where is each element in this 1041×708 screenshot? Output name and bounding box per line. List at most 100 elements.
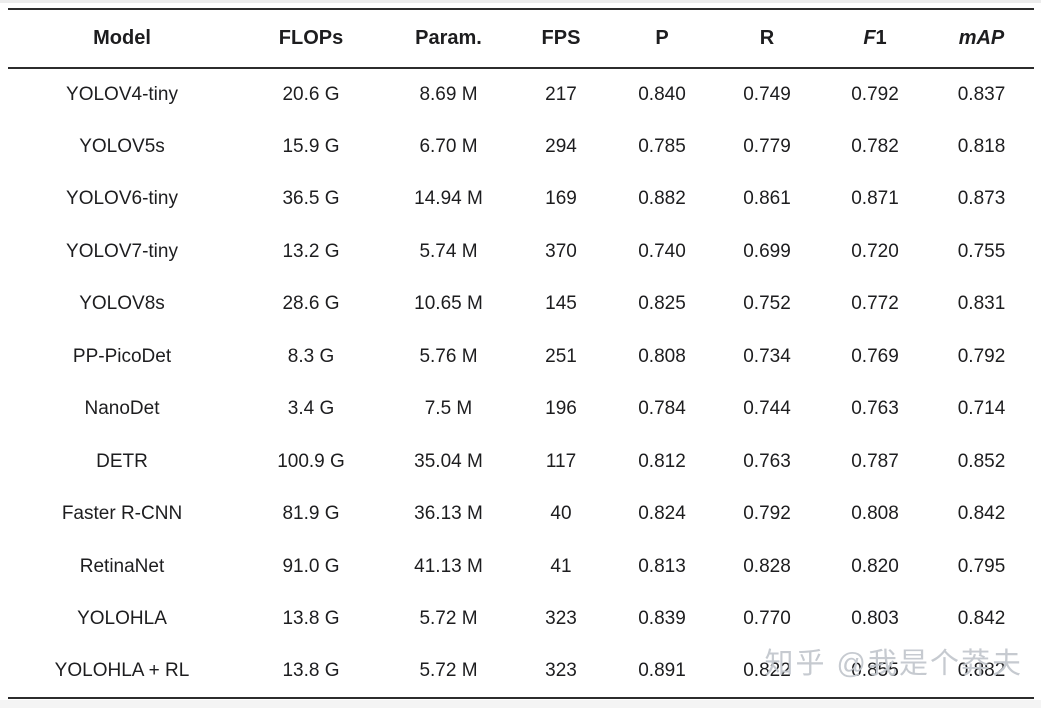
cell-map: 0.837 [957,83,1006,105]
cell-precision: 0.740 [638,240,686,262]
cell-param: 5.74 M [419,240,478,262]
cell-f1: 0.720 [851,240,899,262]
table-row: YOLOV6-tiny 36.5 G 14.94 M 169 0.882 0.8… [8,173,1034,226]
column-header-flops: FLOPs [278,27,344,49]
cell-param: 5.72 M [419,660,478,682]
cell-f1: 0.820 [851,555,899,577]
cell-flops: 20.6 G [282,83,340,105]
cell-model: YOLOHLA + RL [54,660,190,682]
cell-model: YOLOV5s [79,135,165,157]
cell-flops: 91.0 G [282,555,340,577]
cell-fps: 145 [545,293,577,315]
table-row: RetinaNet 91.0 G 41.13 M 41 0.813 0.828 … [8,541,1034,594]
cell-map: 0.842 [957,608,1006,630]
benchmark-results-table: Model FLOPs Param. FPS P R F1 mAP YOLOV4… [8,8,1034,699]
column-header-param: Param. [415,27,482,49]
cell-model: RetinaNet [79,555,165,577]
cell-fps: 323 [545,660,577,682]
cell-param: 7.5 M [424,398,473,420]
cell-precision: 0.882 [638,188,686,210]
cell-fps: 196 [545,398,577,420]
cell-param: 36.13 M [414,503,483,525]
cell-fps: 370 [545,240,577,262]
cell-fps: 323 [545,608,577,630]
cell-model: YOLOV4-tiny [66,83,178,105]
table-row: PP-PicoDet 8.3 G 5.76 M 251 0.808 0.734 … [8,331,1034,384]
cell-param: 5.76 M [419,345,478,367]
cell-param: 6.70 M [419,135,478,157]
cell-flops: 100.9 G [277,450,345,472]
table-row: YOLOHLA 13.8 G 5.72 M 323 0.839 0.770 0.… [8,593,1034,646]
column-header-model: Model [93,27,151,49]
cell-recall: 0.822 [743,660,791,682]
table-row: YOLOV7-tiny 13.2 G 5.74 M 370 0.740 0.69… [8,226,1034,279]
cell-param: 41.13 M [414,555,483,577]
cell-f1: 0.787 [851,450,899,472]
table-row: YOLOHLA + RL 13.8 G 5.72 M 323 0.891 0.8… [8,646,1034,698]
cell-map: 0.795 [957,555,1006,577]
cell-model: NanoDet [84,398,160,420]
cell-map: 0.882 [957,660,1006,682]
cell-model: PP-PicoDet [72,345,172,367]
cell-recall: 0.752 [743,293,791,315]
cell-map: 0.852 [957,450,1006,472]
cell-model: DETR [96,450,148,472]
cell-precision: 0.784 [638,398,686,420]
cell-recall: 0.792 [743,503,791,525]
cell-flops: 8.3 G [287,345,335,367]
cell-recall: 0.734 [743,345,791,367]
table-row: NanoDet 3.4 G 7.5 M 196 0.784 0.744 0.76… [8,383,1034,436]
table-row: YOLOV5s 15.9 G 6.70 M 294 0.785 0.779 0.… [8,121,1034,174]
table-header: Model FLOPs Param. FPS P R F1 mAP [8,9,1034,68]
table-body: YOLOV4-tiny 20.6 G 8.69 M 217 0.840 0.74… [8,68,1034,698]
cell-map: 0.792 [957,345,1006,367]
bottom-edge-strip [0,700,1041,708]
cell-map: 0.714 [957,398,1006,420]
cell-f1: 0.782 [851,135,899,157]
cell-param: 35.04 M [414,450,483,472]
cell-f1: 0.763 [851,398,899,420]
cell-fps: 117 [545,450,577,472]
cell-param: 14.94 M [414,188,483,210]
cell-precision: 0.813 [638,555,686,577]
cell-flops: 13.8 G [282,660,340,682]
cell-param: 5.72 M [419,608,478,630]
cell-precision: 0.891 [638,660,686,682]
cell-recall: 0.763 [743,450,791,472]
cell-flops: 15.9 G [282,135,340,157]
cell-param: 10.65 M [414,293,483,315]
cell-f1: 0.792 [851,83,899,105]
cell-f1: 0.871 [851,188,899,210]
cell-precision: 0.839 [638,608,686,630]
cell-model: YOLOHLA [77,608,167,630]
cell-map: 0.831 [957,293,1006,315]
cell-flops: 13.2 G [282,240,340,262]
cell-recall: 0.861 [743,188,791,210]
column-header-recall: R [759,27,775,49]
cell-fps: 251 [545,345,577,367]
cell-flops: 36.5 G [282,188,340,210]
table-row: YOLOV8s 28.6 G 10.65 M 145 0.825 0.752 0… [8,278,1034,331]
cell-recall: 0.744 [743,398,791,420]
cell-precision: 0.785 [638,135,686,157]
table-row: DETR 100.9 G 35.04 M 117 0.812 0.763 0.7… [8,436,1034,489]
cell-flops: 13.8 G [282,608,340,630]
cell-map: 0.873 [957,188,1006,210]
cell-map: 0.755 [957,240,1006,262]
cell-fps: 40 [550,503,572,525]
cell-recall: 0.779 [743,135,791,157]
cell-flops: 81.9 G [282,503,340,525]
cell-fps: 217 [545,83,577,105]
table-row: Faster R-CNN 81.9 G 36.13 M 40 0.824 0.7… [8,488,1034,541]
cell-precision: 0.812 [638,450,686,472]
cell-f1: 0.855 [851,660,899,682]
cell-flops: 28.6 G [282,293,340,315]
cell-model: Faster R-CNN [61,503,183,525]
header-row: Model FLOPs Param. FPS P R F1 mAP [8,9,1034,68]
column-header-map: mAP [958,27,1005,49]
cell-f1: 0.769 [851,345,899,367]
cell-flops: 3.4 G [287,398,335,420]
column-header-f1: F1 [821,9,929,68]
cell-f1: 0.803 [851,608,899,630]
